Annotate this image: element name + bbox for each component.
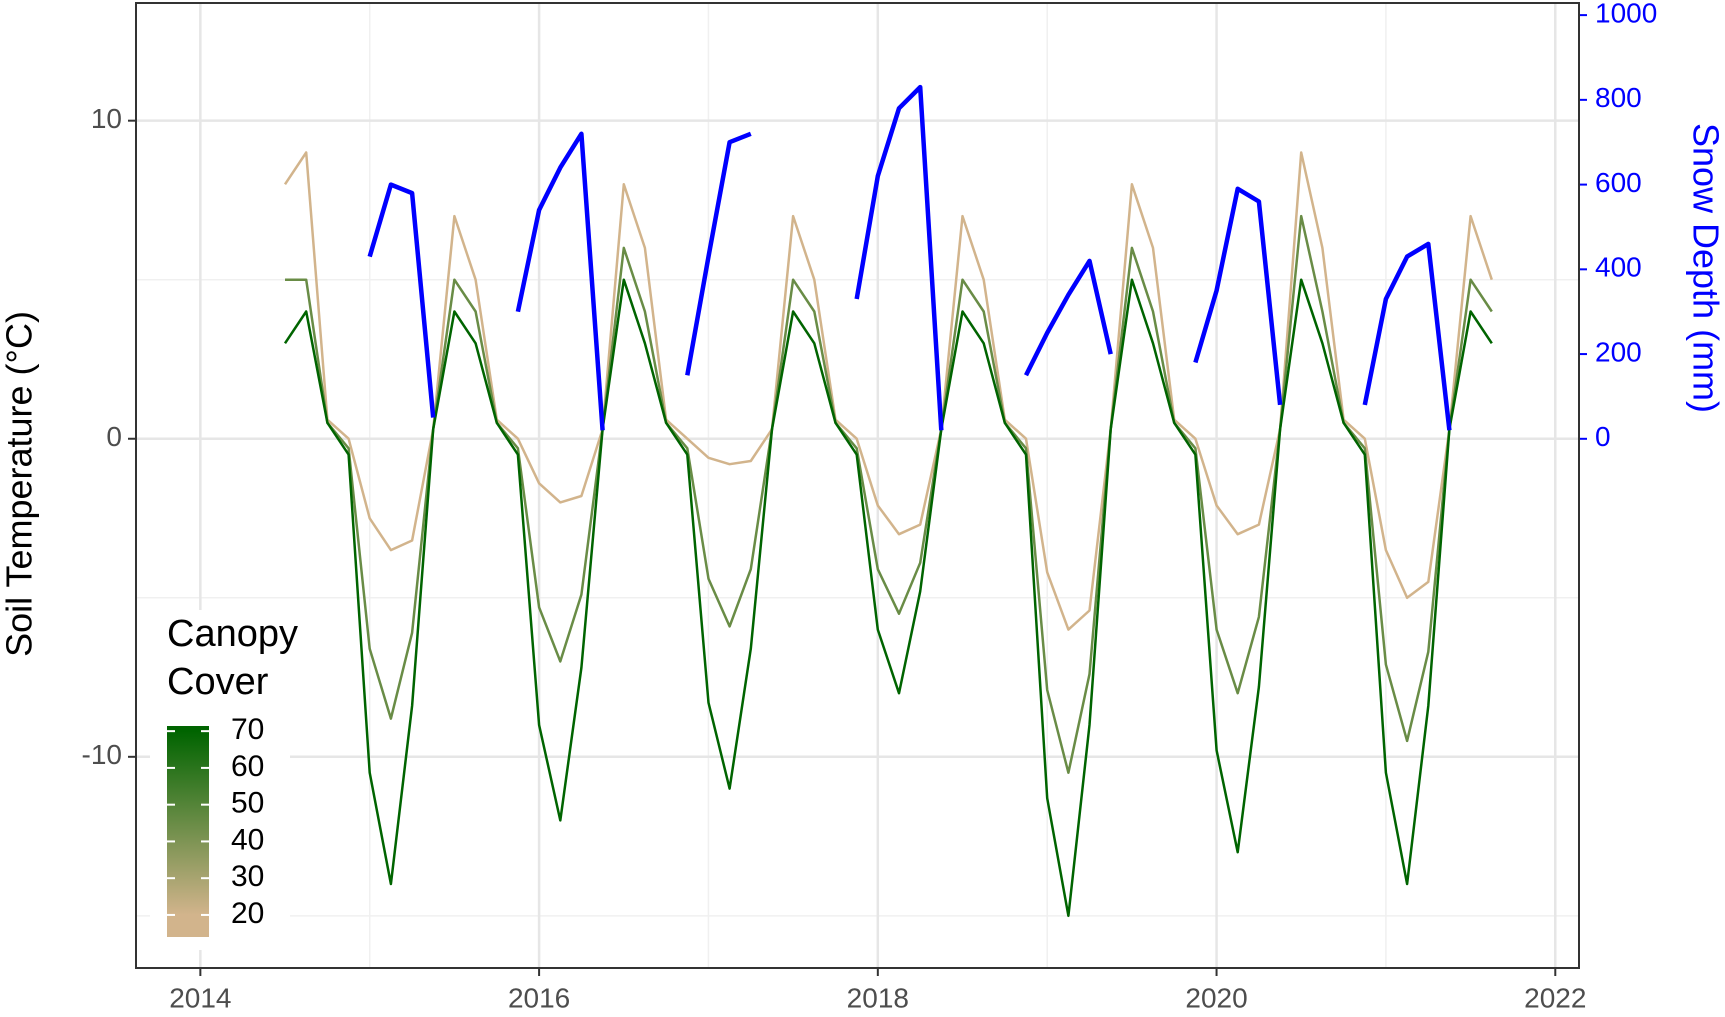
temperature-line (283, 151, 1493, 631)
y-tick-label: 0 (106, 421, 122, 452)
colorbar (167, 726, 209, 937)
y2-tick-label: 400 (1595, 252, 1642, 283)
y2-tick-label: 800 (1595, 82, 1642, 113)
colorbar-tick-label: 40 (231, 823, 264, 856)
y-tick-label: -10 (82, 739, 122, 770)
x-tick-label: 2020 (1185, 982, 1247, 1013)
x-tick-label: 2018 (847, 982, 909, 1013)
y2-tick-label: 0 (1595, 421, 1611, 452)
x-tick-label: 2022 (1524, 982, 1586, 1013)
temperature-line (283, 278, 1493, 918)
y-tick-label: 10 (91, 103, 122, 134)
y-axis-title: Soil Temperature (°C) (0, 311, 40, 657)
legend-title: Canopy (167, 613, 298, 655)
colorbar-tick-label: 60 (231, 750, 264, 783)
y2-tick-label: 200 (1595, 336, 1642, 367)
colorbar-tick-label: 50 (231, 787, 264, 820)
y2-tick-label: 1000 (1595, 0, 1657, 29)
x-tick-label: 2016 (508, 982, 570, 1013)
legend-title: Cover (167, 661, 269, 703)
colorbar-tick-label: 30 (231, 860, 264, 893)
x-tick-label: 2014 (169, 982, 231, 1013)
snow-line (367, 84, 1452, 431)
y2-tick-label: 600 (1595, 167, 1642, 198)
temperature-line (285, 214, 1493, 774)
y2-axis-title: Snow Depth (mm) (1685, 123, 1725, 413)
colorbar-tick-label: 20 (231, 897, 264, 930)
plot-border (135, 2, 1580, 969)
colorbar-tick-label: 70 (231, 713, 264, 746)
